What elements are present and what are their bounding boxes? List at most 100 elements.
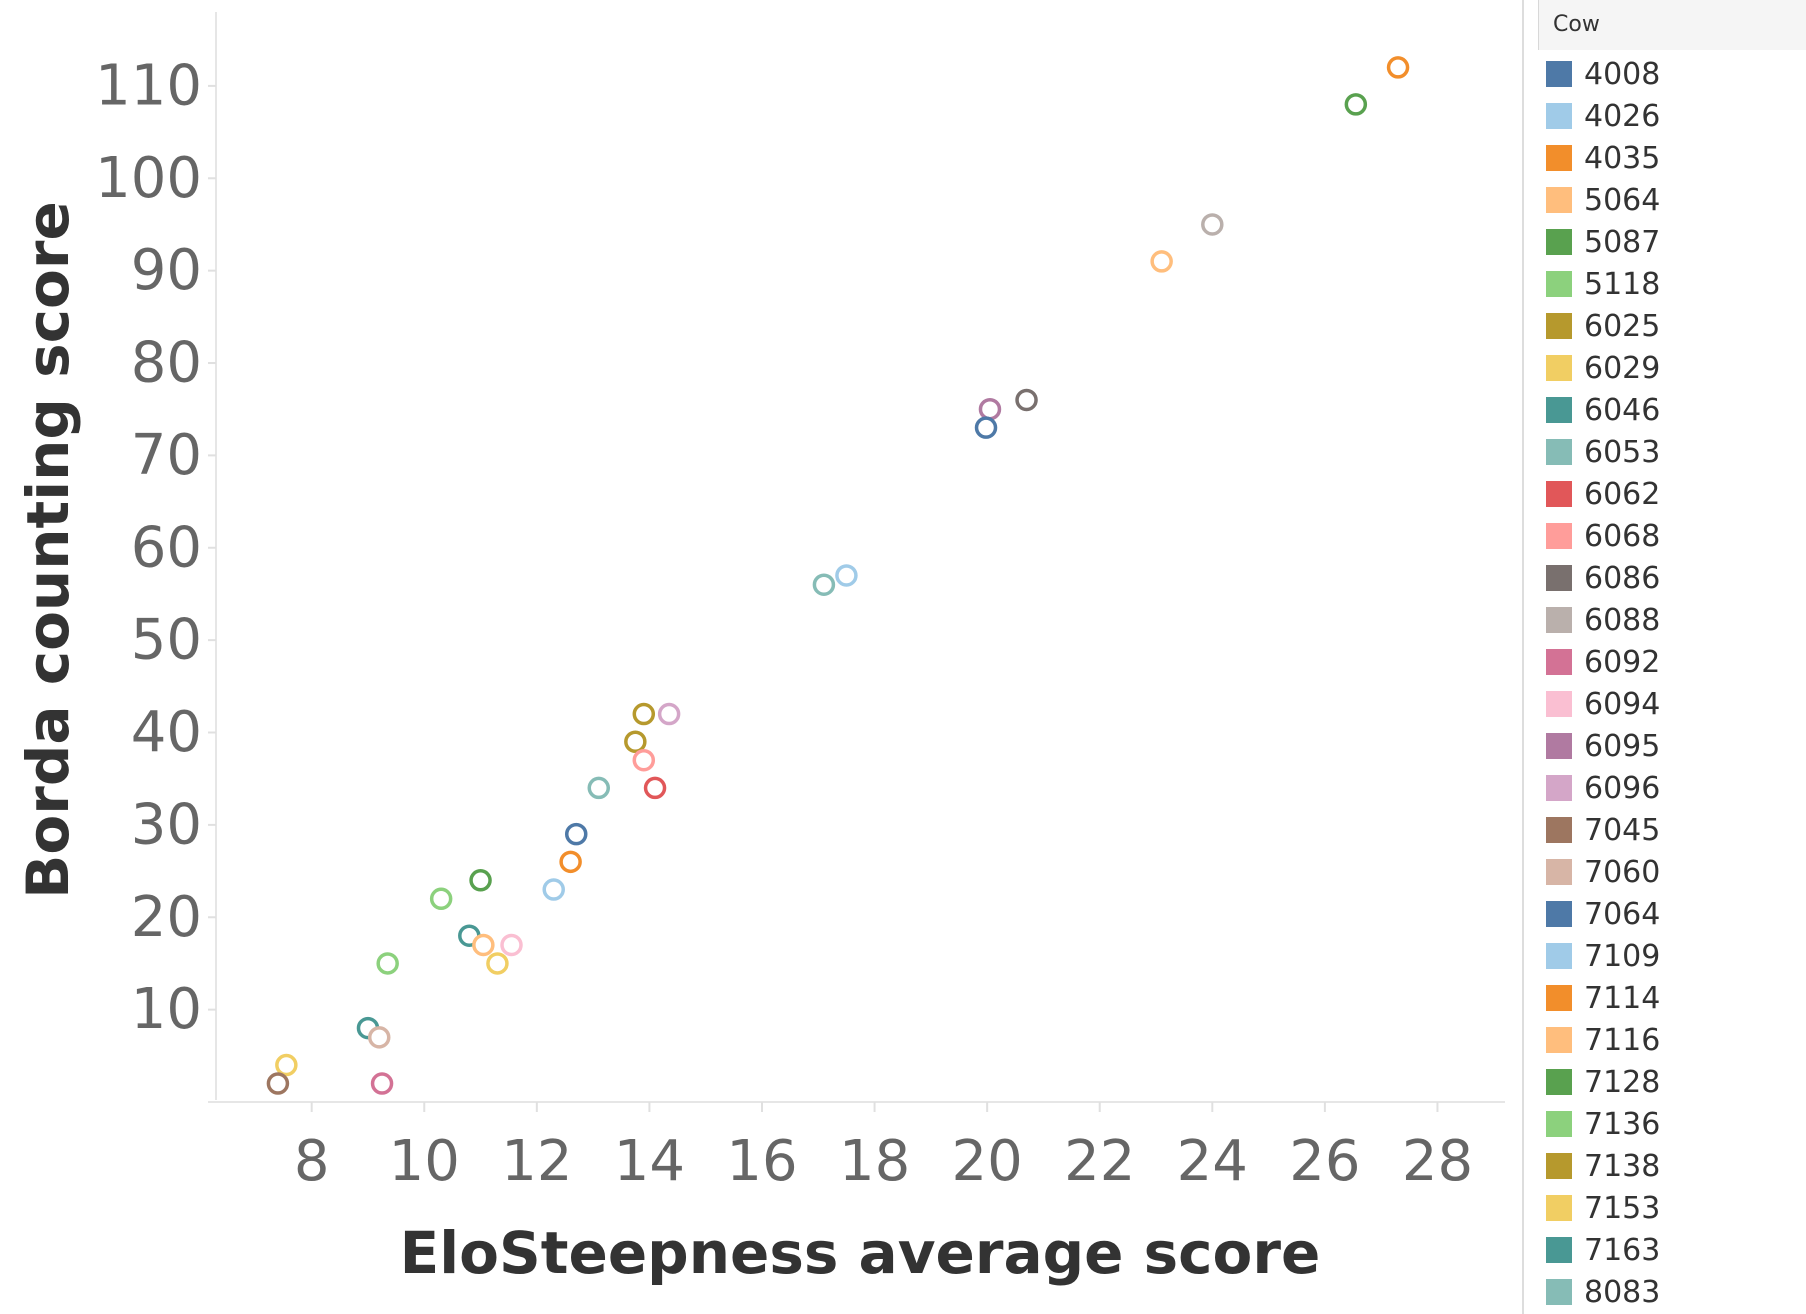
legend-label: 7163 xyxy=(1584,1232,1661,1268)
data-point[interactable] xyxy=(376,952,399,975)
legend-item[interactable]: 7114 xyxy=(1546,977,1806,1019)
x-tick-label: 8 xyxy=(294,1129,330,1194)
legend-item[interactable]: 5064 xyxy=(1546,179,1806,221)
data-point[interactable] xyxy=(472,933,495,957)
data-point[interactable] xyxy=(643,776,667,800)
y-axis-ticks: 10 20 30 40 50 60 70 80 90 100 110 xyxy=(95,53,216,1042)
legend-item[interactable]: 7128 xyxy=(1546,1061,1806,1103)
x-tick-label: 22 xyxy=(1064,1129,1135,1194)
legend-swatch xyxy=(1546,1027,1572,1053)
legend-item[interactable]: 6096 xyxy=(1546,767,1806,809)
legend-item[interactable]: 6086 xyxy=(1546,557,1806,599)
legend-swatch xyxy=(1546,1153,1572,1179)
legend-label: 6092 xyxy=(1584,644,1661,680)
legend-swatch xyxy=(1546,1237,1572,1263)
legend-item[interactable]: 7163 xyxy=(1546,1229,1806,1271)
data-point[interactable] xyxy=(1015,388,1038,412)
legend-label: 6095 xyxy=(1584,728,1661,764)
legend-swatch xyxy=(1546,523,1572,549)
data-point[interactable] xyxy=(469,869,492,892)
x-tick-label: 28 xyxy=(1402,1129,1473,1194)
legend-item[interactable]: 6095 xyxy=(1546,725,1806,767)
data-point[interactable] xyxy=(367,1026,391,1049)
legend-swatch xyxy=(1546,61,1572,87)
legend-label: 7153 xyxy=(1584,1190,1661,1226)
data-point[interactable] xyxy=(812,573,836,596)
legend-label: 7116 xyxy=(1584,1022,1661,1058)
data-point[interactable] xyxy=(429,887,453,911)
legend-swatch xyxy=(1546,229,1572,255)
legend-item[interactable]: 4026 xyxy=(1546,95,1806,137)
legend-item[interactable]: 6062 xyxy=(1546,473,1806,515)
legend-item[interactable]: 6088 xyxy=(1546,599,1806,641)
data-point[interactable] xyxy=(632,748,656,772)
x-axis-title: EloSteepness average score xyxy=(400,1219,1321,1287)
data-point[interactable] xyxy=(1344,93,1368,116)
legend-label: 6068 xyxy=(1584,518,1661,554)
legend-swatch xyxy=(1546,439,1572,465)
legend-item[interactable]: 4035 xyxy=(1546,137,1806,179)
data-point[interactable] xyxy=(370,1072,394,1095)
legend-item[interactable]: 7060 xyxy=(1546,851,1806,893)
data-point[interactable] xyxy=(564,822,588,846)
legend-item[interactable]: 7116 xyxy=(1546,1019,1806,1061)
legend-item[interactable]: 7064 xyxy=(1546,893,1806,935)
legend-item[interactable]: 6094 xyxy=(1546,683,1806,725)
legend-item[interactable]: 4008 xyxy=(1546,53,1806,95)
data-point[interactable] xyxy=(632,702,656,726)
legend-swatch xyxy=(1546,859,1572,885)
data-point[interactable] xyxy=(542,878,565,901)
legend-swatch xyxy=(1546,313,1572,339)
legend-label: 7138 xyxy=(1584,1148,1661,1184)
legend-swatch xyxy=(1546,187,1572,213)
legend-item[interactable]: 7153 xyxy=(1546,1187,1806,1229)
data-point[interactable] xyxy=(1201,213,1224,236)
data-point[interactable] xyxy=(835,564,858,587)
data-point[interactable] xyxy=(1150,250,1173,273)
legend-swatch xyxy=(1546,481,1572,507)
legend-item[interactable]: 7109 xyxy=(1546,935,1806,977)
legend-label: 8083 xyxy=(1584,1274,1661,1310)
legend-label: 7128 xyxy=(1584,1064,1661,1100)
legend-item[interactable]: 6029 xyxy=(1546,347,1806,389)
legend-item[interactable]: 8083 xyxy=(1546,1271,1806,1313)
y-tick-label: 90 xyxy=(131,238,202,303)
legend-label: 6046 xyxy=(1584,392,1661,428)
legend-label: 6086 xyxy=(1584,560,1661,596)
data-point[interactable] xyxy=(275,1053,298,1077)
legend-item[interactable]: 5118 xyxy=(1546,263,1806,305)
legend-swatch xyxy=(1546,817,1572,843)
data-point[interactable] xyxy=(587,776,611,800)
legend-item[interactable]: 7138 xyxy=(1546,1145,1806,1187)
data-point[interactable] xyxy=(500,933,523,957)
legend-item[interactable]: 7045 xyxy=(1546,809,1806,851)
legend-swatch xyxy=(1546,691,1572,717)
data-point[interactable] xyxy=(624,730,647,753)
data-point[interactable] xyxy=(1386,56,1410,79)
y-tick-label: 70 xyxy=(131,423,202,488)
data-point[interactable] xyxy=(978,397,1002,421)
data-point[interactable] xyxy=(486,952,509,975)
legend-label: 7136 xyxy=(1584,1106,1661,1142)
data-point[interactable] xyxy=(266,1072,290,1095)
legend-item[interactable]: 6092 xyxy=(1546,641,1806,683)
y-tick-label: 40 xyxy=(131,700,202,765)
legend-item[interactable]: 5087 xyxy=(1546,221,1806,263)
legend-label: 6088 xyxy=(1584,602,1661,638)
legend-item[interactable]: 6025 xyxy=(1546,305,1806,347)
x-axis-ticks: 8 10 12 14 16 18 20 22 24 26 28 xyxy=(294,1102,1473,1194)
legend-item[interactable]: 6068 xyxy=(1546,515,1806,557)
data-point[interactable] xyxy=(974,416,998,439)
legend-label: 4035 xyxy=(1584,140,1661,176)
legend-swatch xyxy=(1546,1279,1572,1305)
legend-item[interactable]: 7136 xyxy=(1546,1103,1806,1145)
y-tick-label: 50 xyxy=(131,608,202,673)
legend-label: 5118 xyxy=(1584,266,1661,302)
legend-swatch xyxy=(1546,985,1572,1011)
legend-item[interactable]: 6046 xyxy=(1546,389,1806,431)
legend-item[interactable]: 6053 xyxy=(1546,431,1806,473)
legend-label: 6096 xyxy=(1584,770,1661,806)
data-point[interactable] xyxy=(657,702,681,726)
y-tick-label: 110 xyxy=(95,53,202,118)
data-point[interactable] xyxy=(559,850,582,874)
